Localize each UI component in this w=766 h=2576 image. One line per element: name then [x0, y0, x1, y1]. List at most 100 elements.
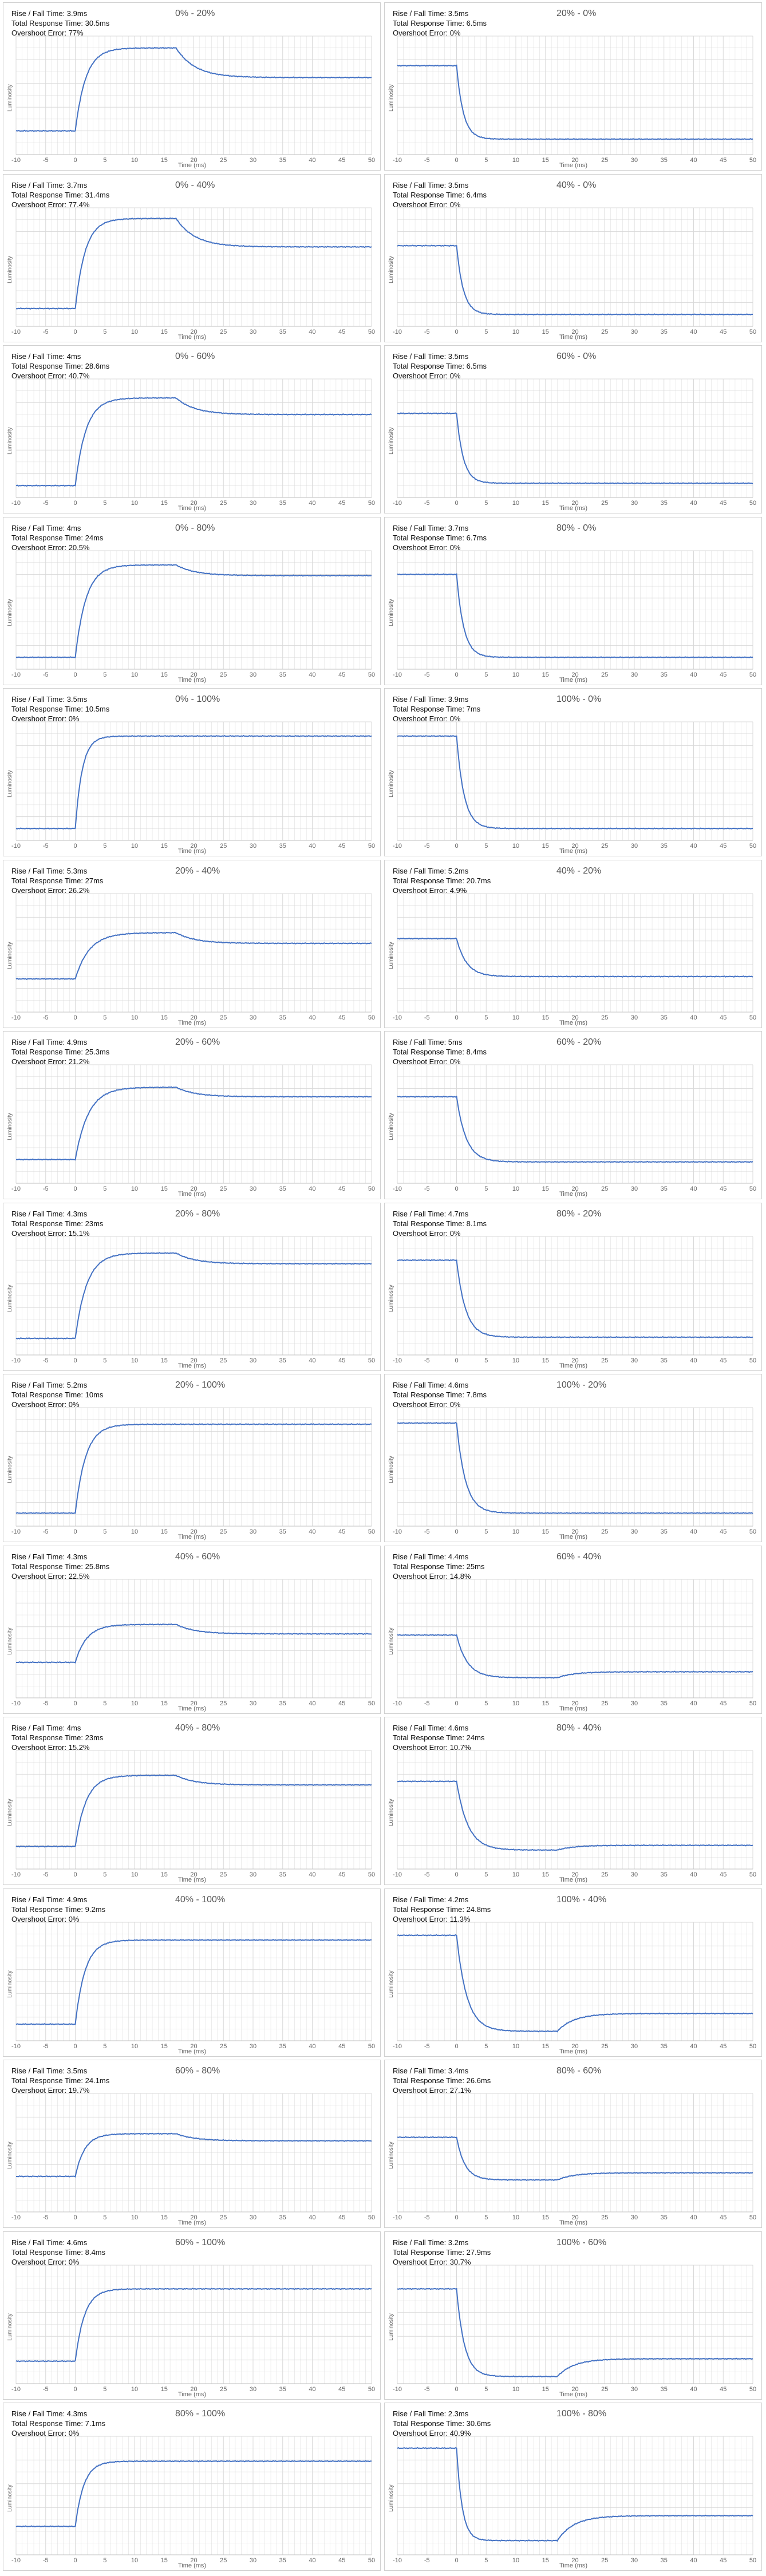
- x-tick-label: 10: [131, 2557, 138, 2564]
- chart-title: 40% - 0%: [556, 180, 597, 190]
- y-axis-label: Luminosity: [388, 1627, 394, 1655]
- x-tick-label: 30: [631, 500, 638, 507]
- x-tick-label: 45: [720, 1871, 726, 1878]
- x-tick-label: 45: [720, 2386, 726, 2393]
- x-tick-label: 40: [690, 2386, 697, 2393]
- x-tick-label: 50: [368, 1700, 375, 1707]
- y-axis-label: Luminosity: [388, 1970, 394, 1998]
- x-tick-label: 25: [220, 1700, 227, 1707]
- x-tick-label: 15: [542, 2386, 549, 2393]
- x-tick-label: 40: [309, 1871, 315, 1878]
- x-tick-label: 10: [131, 2214, 138, 2221]
- x-tick-label: 30: [250, 2557, 256, 2564]
- response-curve-line: [15, 397, 372, 487]
- x-tick-label: -5: [43, 1014, 49, 1021]
- x-tick-label: 0: [73, 1014, 77, 1021]
- x-tick-label: 50: [749, 1357, 756, 1364]
- x-tick-label: 30: [250, 1528, 256, 1535]
- x-axis-label: Time (ms): [559, 677, 588, 683]
- x-tick-label: -10: [393, 2043, 402, 2050]
- x-tick-label: 25: [601, 1357, 608, 1364]
- x-tick-label: 20: [190, 843, 197, 850]
- x-tick-label: -5: [43, 1700, 49, 1707]
- x-tick-label: 40: [690, 157, 697, 164]
- chart-panel: -10 -5 0 5 10 15 20 25 30 35 40 45 50 Rise / Fall Tim…: [384, 2, 762, 171]
- x-tick-label: -5: [43, 2386, 49, 2393]
- y-axis-label: Luminosity: [7, 1456, 13, 1483]
- rise-fall-time: Rise / Fall Time: 4ms: [11, 352, 81, 361]
- x-tick-label: 25: [601, 2557, 608, 2564]
- x-tick-label: 15: [542, 2214, 549, 2221]
- x-tick-label: 45: [338, 1014, 345, 1021]
- x-tick-label: 5: [484, 1871, 488, 1878]
- x-tick-label: 0: [455, 1700, 458, 1707]
- x-axis-label: Time (ms): [178, 2562, 207, 2569]
- response-curve-line: [397, 2447, 753, 2542]
- x-tick-label: 20: [571, 157, 578, 164]
- x-tick-label: 45: [720, 1700, 726, 1707]
- rise-fall-time: Rise / Fall Time: 4.6ms: [11, 2238, 88, 2247]
- x-tick-label: 20: [190, 1528, 197, 1535]
- rise-fall-time: Rise / Fall Time: 3.7ms: [11, 181, 88, 189]
- x-tick-label: -10: [11, 329, 21, 335]
- x-tick-label: 15: [161, 1014, 168, 1021]
- x-tick-label: 20: [571, 2386, 578, 2393]
- x-tick-label: 25: [601, 500, 608, 507]
- x-tick-label: -10: [11, 1014, 21, 1021]
- x-tick-label: -10: [11, 1700, 21, 1707]
- x-tick-label: -5: [424, 2557, 430, 2564]
- chart-svg: -10 -5 0 5 10 15 20 25 30 35 40 45 50: [11, 2265, 375, 2393]
- x-tick-label: 25: [601, 1871, 608, 1878]
- x-tick-label: 10: [131, 1871, 138, 1878]
- x-tick-label: 5: [103, 1357, 106, 1364]
- overshoot-error: Overshoot Error: 0%: [393, 1400, 461, 1409]
- x-tick-label: 5: [103, 2214, 106, 2221]
- x-tick-label: -5: [424, 1700, 430, 1707]
- response-curve-line: [15, 217, 372, 310]
- x-tick-label: 15: [161, 500, 168, 507]
- rise-fall-time: Rise / Fall Time: 5.3ms: [11, 867, 88, 875]
- x-tick-label: 50: [368, 1186, 375, 1192]
- chart-title: 80% - 20%: [556, 1209, 602, 1219]
- x-tick-label: -10: [11, 2557, 21, 2564]
- total-response-time: Total Response Time: 23ms: [11, 1219, 104, 1228]
- chart-svg: -10 -5 0 5 10 15 20 25 30 35 40 45 50: [393, 1407, 756, 1535]
- x-tick-label: 35: [661, 1528, 668, 1535]
- total-response-time: Total Response Time: 30.5ms: [11, 19, 110, 27]
- total-response-time: Total Response Time: 8.1ms: [393, 1219, 487, 1228]
- chart-svg: -10 -5 0 5 10 15 20 25 30 35 40 45 50: [11, 378, 375, 507]
- y-axis-label: Luminosity: [388, 2313, 394, 2341]
- x-tick-label: 0: [455, 1528, 458, 1535]
- response-curve-line: [15, 734, 372, 830]
- x-tick-label: 0: [73, 1528, 77, 1535]
- chart-title: 40% - 60%: [175, 1552, 220, 1562]
- chart-panel: -10 -5 0 5 10 15 20 25 30 35 40 45 50 Rise / Fall Tim…: [384, 1374, 762, 1542]
- x-tick-label: 35: [661, 2214, 668, 2221]
- chart-panel: -10 -5 0 5 10 15 20 25 30 35 40 45 50 Rise / Fall Tim…: [384, 2060, 762, 2228]
- response-curve-line: [397, 1421, 753, 1515]
- x-tick-label: 30: [631, 1528, 638, 1535]
- x-tick-label: 35: [279, 157, 286, 164]
- x-tick-label: 5: [103, 1700, 106, 1707]
- x-axis-label: Time (ms): [559, 505, 588, 512]
- x-tick-label: 50: [749, 1871, 756, 1878]
- x-tick-label: 45: [720, 1014, 726, 1021]
- x-axis-label: Time (ms): [559, 1020, 588, 1026]
- x-tick-label: -10: [393, 671, 402, 678]
- y-axis-label: Luminosity: [7, 1627, 13, 1655]
- chart-title: 80% - 60%: [556, 2066, 602, 2076]
- response-curve-line: [397, 1095, 753, 1163]
- chart-panel: -10 -5 0 5 10 15 20 25 30 35 40 45 50 Rise / Fall Tim…: [3, 860, 381, 1028]
- x-tick-label: 5: [484, 2043, 488, 2050]
- x-tick-label: 35: [279, 843, 286, 850]
- x-tick-label: 30: [250, 2043, 256, 2050]
- x-tick-label: 10: [512, 329, 519, 335]
- response-curve-line: [397, 64, 753, 141]
- x-tick-label: 15: [542, 157, 549, 164]
- x-tick-label: 30: [250, 157, 256, 164]
- x-tick-label: -5: [424, 843, 430, 850]
- chart-panel: -10 -5 0 5 10 15 20 25 30 35 40 45 50 Rise / Fall Tim…: [384, 1717, 762, 1885]
- rise-fall-time: Rise / Fall Time: 2.3ms: [393, 2409, 469, 2418]
- x-tick-label: 35: [661, 1357, 668, 1364]
- x-axis-label: Time (ms): [178, 162, 207, 169]
